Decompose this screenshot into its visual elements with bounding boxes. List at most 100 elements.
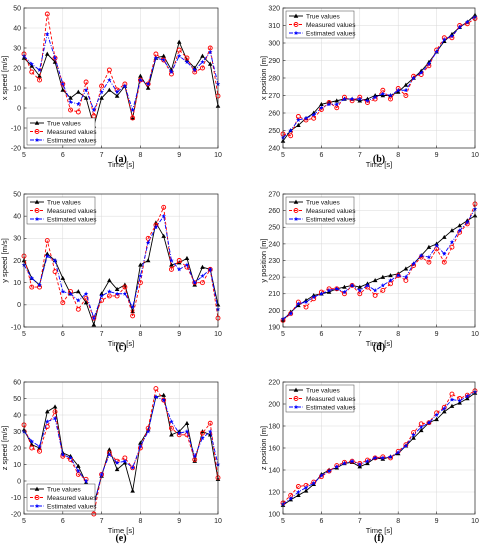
chart-panel-1: 5 6 7 8 9 10 -20 -10 0 10 20 30 40 50 Time [s] x speed … <box>0 5 222 169</box>
legend-label: Estimated values <box>47 503 97 510</box>
data-point <box>176 47 182 53</box>
x-axis-label: Time [s] <box>366 339 392 348</box>
data-point <box>296 302 301 308</box>
x-tick-label: 9 <box>177 518 181 525</box>
y-tick-label: 100 <box>268 511 280 518</box>
data-point <box>99 95 104 100</box>
series-estimated-values <box>280 14 478 140</box>
y-tick-label: 280 <box>268 75 280 82</box>
data-point <box>303 304 309 310</box>
data-point <box>388 454 393 459</box>
legend-label: Estimated values <box>47 216 97 223</box>
data-point <box>138 443 143 449</box>
data-point <box>388 96 393 102</box>
data-point <box>44 11 50 17</box>
data-point <box>52 409 58 415</box>
data-point <box>114 291 120 296</box>
series-estimated-values <box>21 213 221 321</box>
data-point <box>83 95 89 100</box>
x-tick-label: 10 <box>471 518 479 525</box>
x-axis-label: Time [s] <box>108 526 134 535</box>
data-point <box>357 96 363 101</box>
data-point <box>91 107 97 112</box>
legend-marker <box>34 137 40 142</box>
legend-marker <box>34 199 40 204</box>
legend-label: True values <box>47 486 81 493</box>
data-point <box>365 283 370 288</box>
y-tick-label: 180 <box>268 423 280 430</box>
data-point <box>192 453 197 459</box>
data-point <box>349 96 355 101</box>
data-point <box>207 266 213 272</box>
data-point <box>161 53 166 58</box>
data-point <box>184 262 190 267</box>
legend-label: Estimated values <box>306 216 356 223</box>
data-point <box>426 420 432 425</box>
data-point <box>192 457 198 462</box>
data-point <box>326 101 332 107</box>
y-tick-label: 200 <box>268 401 280 408</box>
data-point <box>442 406 447 411</box>
y-tick-label: 0 <box>17 105 21 112</box>
data-point <box>122 460 128 465</box>
data-point <box>161 233 166 238</box>
data-point <box>296 122 301 127</box>
data-point <box>357 464 363 469</box>
data-point <box>29 69 35 75</box>
data-point <box>91 322 97 327</box>
legend-box <box>26 196 96 225</box>
legend-marker <box>293 216 299 221</box>
data-point <box>145 429 151 434</box>
data-point <box>388 93 393 98</box>
data-point <box>130 488 135 493</box>
data-point <box>161 397 166 403</box>
data-point <box>68 291 73 296</box>
legend-label: Estimated values <box>47 137 97 144</box>
y-tick-label: 250 <box>268 225 280 232</box>
data-point <box>303 299 309 304</box>
data-point <box>106 293 112 299</box>
data-point <box>342 461 347 466</box>
x-tick-label: 7 <box>358 152 362 159</box>
data-point <box>29 61 35 66</box>
data-point <box>372 278 378 283</box>
data-point <box>334 286 340 291</box>
data-point <box>60 452 66 457</box>
legend-marker <box>293 208 299 213</box>
y-axis-label: x speed [m/s] <box>0 56 9 101</box>
panel-caption: (b) <box>373 154 385 165</box>
x-tick-label: 8 <box>138 518 142 525</box>
legend-label: Estimated values <box>306 30 356 37</box>
data-point <box>319 291 324 296</box>
data-point <box>107 447 112 452</box>
data-point <box>91 315 97 321</box>
x-tick-label: 5 <box>22 518 26 525</box>
data-point <box>169 69 174 74</box>
y-tick-label: 210 <box>268 291 280 298</box>
series-line <box>282 391 476 505</box>
data-point <box>122 291 128 296</box>
y-axis-label: z position [m] <box>259 426 268 470</box>
x-tick-label: 9 <box>177 152 181 159</box>
legend-box <box>26 117 96 146</box>
y-axis-label: y position [m] <box>259 238 268 282</box>
legend-marker <box>293 404 299 409</box>
chart-panel-4: 5 6 7 8 9 10 190 200 210 220 230 240 250 260 270 Time [… <box>259 191 479 353</box>
data-point <box>176 266 182 272</box>
data-point <box>45 31 50 36</box>
data-point <box>29 275 35 281</box>
data-point <box>207 420 213 426</box>
data-point <box>326 289 332 294</box>
data-point <box>411 75 416 80</box>
data-point <box>380 283 386 288</box>
y-tick-label: 20 <box>13 258 21 265</box>
y-tick-label: 220 <box>268 275 280 282</box>
legend-label: Measured values <box>306 22 356 29</box>
data-point <box>145 258 151 263</box>
legend-label: Measured values <box>306 396 356 403</box>
data-point <box>372 288 378 293</box>
data-point <box>426 259 432 265</box>
data-point <box>184 432 190 438</box>
data-point <box>418 253 424 258</box>
